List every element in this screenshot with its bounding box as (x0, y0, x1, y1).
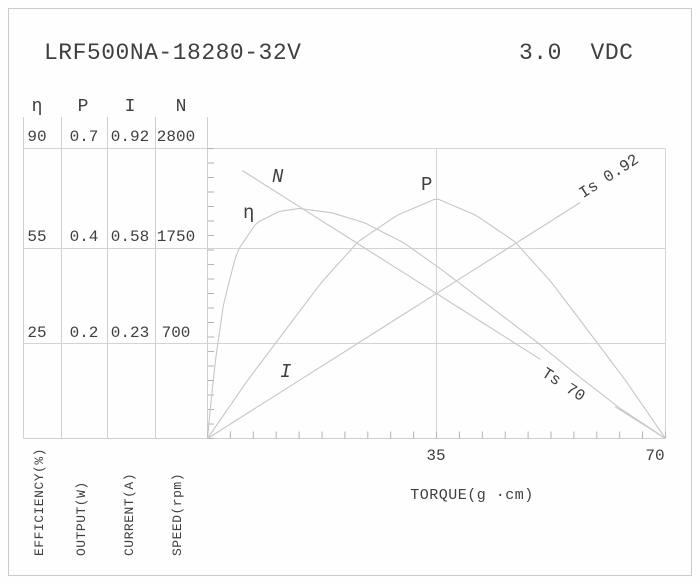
table-cell: 1750 (156, 228, 196, 246)
table-cell: 0.4 (69, 228, 99, 246)
x-axis-title: TORQUE(g ·cm) (410, 487, 534, 504)
table-cell: 0.23 (110, 324, 150, 342)
table-cell: 0.7 (69, 128, 99, 146)
axis-title-current: CURRENT(A) (122, 472, 137, 556)
table-cell: 2800 (156, 128, 196, 146)
curve-label-efficiency: η (243, 202, 255, 224)
x-tick-70: 70 (645, 447, 665, 465)
table-cell: 0.2 (69, 324, 99, 342)
col-header-efficiency: η (31, 97, 43, 117)
col-header-output: P (77, 97, 89, 117)
table-cell: 90 (27, 128, 47, 146)
axis-title-speed: SPEED(rpm) (170, 472, 185, 556)
axis-title-output: OUTPUT(W) (74, 481, 89, 556)
curve-P (207, 198, 666, 439)
table-cell: 25 (27, 324, 47, 342)
table-cell: 0.92 (110, 128, 150, 146)
page-border (8, 8, 692, 576)
axis-title-efficiency: EFFICIENCY(%) (32, 448, 47, 556)
model-title: LRF500NA-18280-32V (44, 40, 302, 66)
table-cell: 55 (27, 228, 47, 246)
col-header-current: I (124, 97, 136, 117)
voltage-label: 3.0 VDC (519, 40, 634, 66)
curve-N (241, 170, 541, 360)
x-tick-35: 35 (426, 447, 446, 465)
curve-η (206, 207, 666, 439)
table-cell: 700 (161, 324, 191, 342)
col-header-speed: N (175, 97, 187, 117)
curve-label-speed: N (272, 166, 284, 188)
curve-label-current: I (280, 361, 292, 383)
table-cell: 0.58 (110, 228, 150, 246)
curve-I (207, 201, 581, 439)
curve-label-output: P (421, 174, 433, 196)
